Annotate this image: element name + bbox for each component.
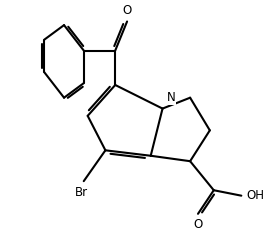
Text: N: N — [167, 91, 175, 105]
Text: OH: OH — [246, 189, 264, 202]
Text: O: O — [193, 219, 203, 232]
Text: O: O — [122, 4, 132, 17]
Text: Br: Br — [75, 186, 88, 199]
